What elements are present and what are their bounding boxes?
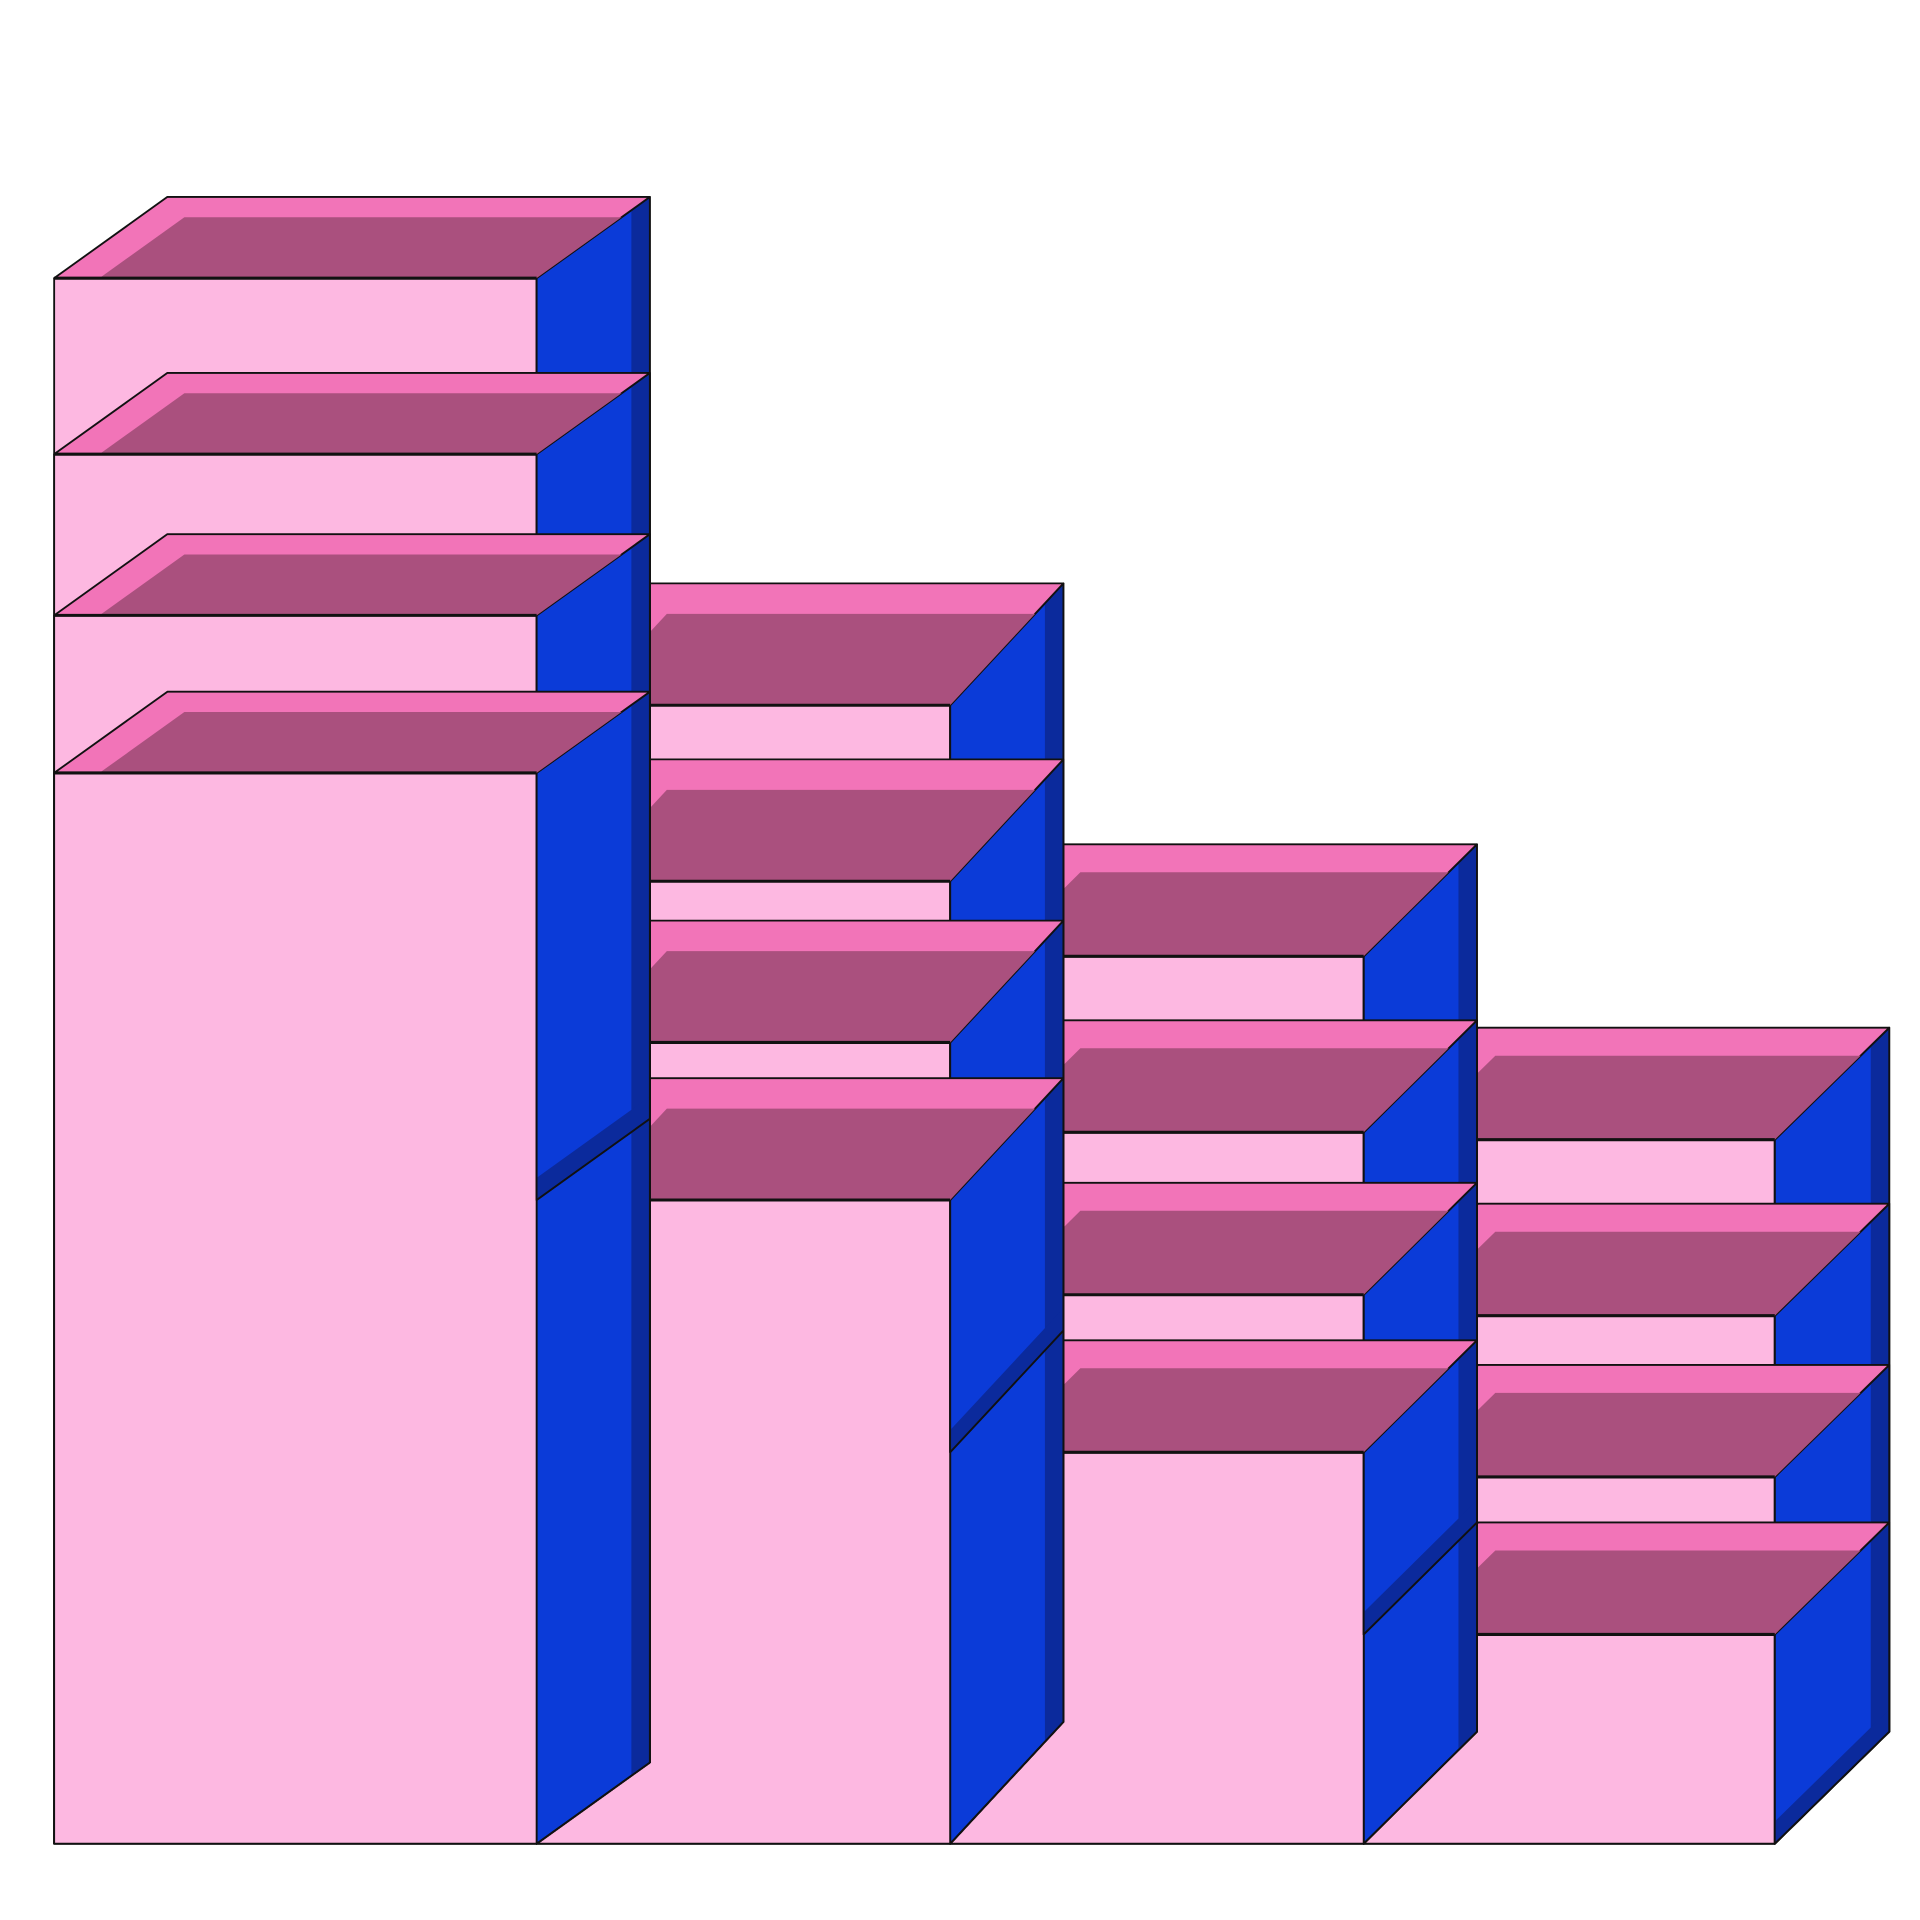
box-top-inner <box>995 872 1449 957</box>
box-top-inner <box>99 712 622 773</box>
box-top-inner <box>99 554 622 616</box>
box-top-inner <box>1409 1231 1861 1316</box>
box-side-bottom-shade <box>1363 1500 1477 1635</box>
box-top-inner <box>581 613 1036 706</box>
box-side-shade <box>1458 1340 1477 1541</box>
box-top-inner <box>995 1210 1449 1295</box>
box-top-inner <box>1409 1055 1861 1140</box>
box-side-bottom-shade <box>536 1096 650 1200</box>
box-side-shade <box>1044 1078 1064 1351</box>
box-top-inner <box>1409 1550 1861 1635</box>
box-top-inner <box>581 951 1036 1043</box>
box-side-shade <box>1870 1522 1890 1750</box>
box-side-bottom-shade <box>950 1308 1064 1453</box>
box-top-inner <box>1409 1392 1861 1477</box>
box-top-inner <box>581 1108 1036 1200</box>
box-front <box>53 772 538 1845</box>
box-top-inner <box>995 1368 1449 1453</box>
box-side-shade <box>631 691 650 1133</box>
box-side-bottom-shade <box>1774 1709 1890 1844</box>
box-top-inner <box>995 1048 1449 1133</box>
box-top-inner <box>581 789 1036 882</box>
box-top-inner <box>99 217 622 279</box>
box-top-inner <box>99 393 622 455</box>
